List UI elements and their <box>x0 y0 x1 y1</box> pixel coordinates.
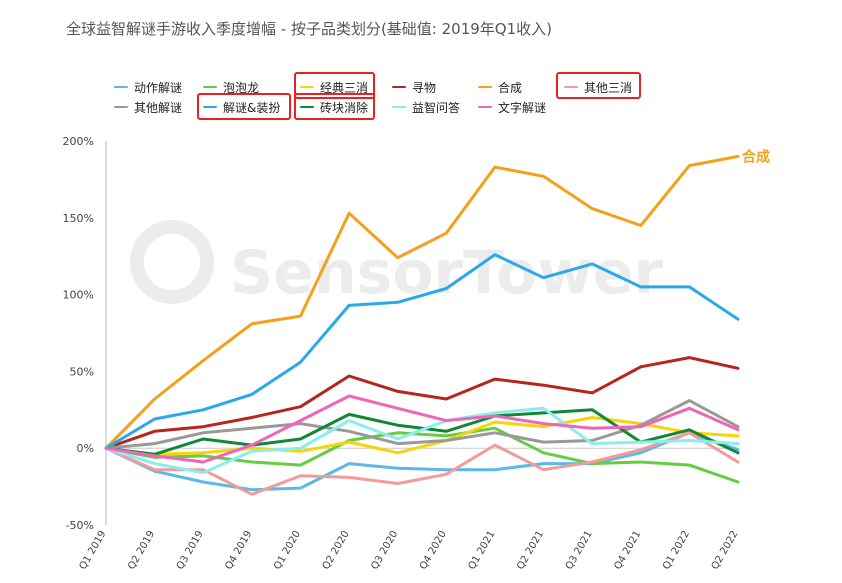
legend-item-4: 合成 <box>478 78 522 96</box>
y-tick-label-1: 0% <box>77 442 94 455</box>
y-tick-label-3: 100% <box>63 289 94 302</box>
series-line-5 <box>104 431 740 496</box>
x-tick-label-7: Q4 2020 <box>418 529 449 572</box>
series-line-9 <box>104 406 740 475</box>
series-line-3 <box>104 356 740 450</box>
series-line-10 <box>104 394 740 464</box>
series-line-2 <box>104 416 740 456</box>
legend-label-4: 合成 <box>498 80 523 95</box>
legend-swatch-9 <box>392 106 406 108</box>
series-line-1 <box>104 426 740 484</box>
x-tick-label-6: Q3 2020 <box>369 529 400 572</box>
x-tick-label-9: Q2 2021 <box>515 529 546 572</box>
legend-item-6: 其他解谜 <box>114 98 182 116</box>
x-tick-label-0: Q1 2019 <box>78 529 109 572</box>
x-tick-label-3: Q4 2019 <box>223 529 254 572</box>
legend-item-9: 益智问答 <box>392 98 460 116</box>
chart-axes: -50% 0% 50% 100% 150% 200% Q1 2019 Q2 2019 Q3 20… <box>63 135 741 572</box>
legend-swatch-10 <box>478 106 492 108</box>
legend-swatch-5 <box>564 86 578 88</box>
legend-swatch-8 <box>300 106 314 108</box>
legend-label-2: 经典三消 <box>320 80 369 95</box>
legend-swatch-1 <box>203 86 217 88</box>
legend-item-3: 寻物 <box>392 78 436 96</box>
highlight-box-classic-match3 <box>294 72 375 99</box>
chart-series <box>104 154 740 496</box>
chart-title: 全球益智解谜手游收入季度增幅 - 按子品类划分(基础值: 2019年Q1收入) <box>66 20 553 38</box>
x-tick-label-2: Q3 2019 <box>175 529 206 572</box>
legend-item-8: 砖块消除 <box>300 98 368 116</box>
x-tick-label-12: Q1 2022 <box>661 529 692 572</box>
x-tick-label-5: Q2 2020 <box>321 529 352 572</box>
series-line-4 <box>104 154 740 450</box>
legend-swatch-7 <box>203 106 217 108</box>
legend-item-5: 其他三消 <box>564 78 632 96</box>
highlight-box-other-match3 <box>556 72 641 99</box>
highlight-box-puzzle-decor <box>197 93 291 120</box>
y-tick-label-5: 200% <box>63 135 94 148</box>
chart-labels: 合成 <box>742 148 770 165</box>
legend-label-6: 其他解谜 <box>134 100 183 115</box>
x-tick-label-11: Q4 2021 <box>612 529 643 572</box>
legend-item-10: 文字解谜 <box>478 98 546 116</box>
x-tick-label-4: Q1 2020 <box>272 529 303 572</box>
legend-swatch-6 <box>114 106 128 108</box>
y-tick-label-4: 150% <box>63 212 94 225</box>
legend-label-0: 动作解谜 <box>134 80 183 95</box>
legend-item-7: 解谜&装扮 <box>203 98 280 116</box>
x-tick-label-13: Q2 2022 <box>710 529 741 572</box>
legend-item-1: 泡泡龙 <box>203 78 259 96</box>
legend-swatch-4 <box>478 86 492 88</box>
legend-label-10: 文字解谜 <box>498 100 547 115</box>
y-tick-label-0: -50% <box>66 519 94 532</box>
series-line-7 <box>104 253 740 450</box>
x-tick-label-8: Q1 2021 <box>467 529 498 572</box>
series-line-0 <box>104 431 740 492</box>
legend: 动作解谜 泡泡龙 经典三消 寻物 合成 其他三消 其他解谜 解谜&装扮 砖块消除… <box>0 0 842 130</box>
legend-swatch-2 <box>300 86 314 88</box>
legend-label-8: 砖块消除 <box>320 100 369 115</box>
legend-swatch-0 <box>114 86 128 88</box>
highlight-box-brick-breaker <box>294 93 375 120</box>
legend-label-9: 益智问答 <box>412 100 461 115</box>
legend-label-7: 解谜&装扮 <box>223 100 281 115</box>
legend-item-0: 动作解谜 <box>114 78 182 96</box>
x-tick-label-1: Q2 2019 <box>126 529 157 572</box>
legend-swatch-3 <box>392 86 406 88</box>
legend-label-5: 其他三消 <box>584 80 633 95</box>
y-tick-label-2: 50% <box>70 365 94 378</box>
legend-label-1: 泡泡龙 <box>223 80 260 95</box>
legend-label-3: 寻物 <box>412 80 437 95</box>
series-end-label: 合成 <box>742 148 770 165</box>
legend-item-2: 经典三消 <box>300 78 368 96</box>
x-tick-label-10: Q3 2021 <box>564 529 595 572</box>
